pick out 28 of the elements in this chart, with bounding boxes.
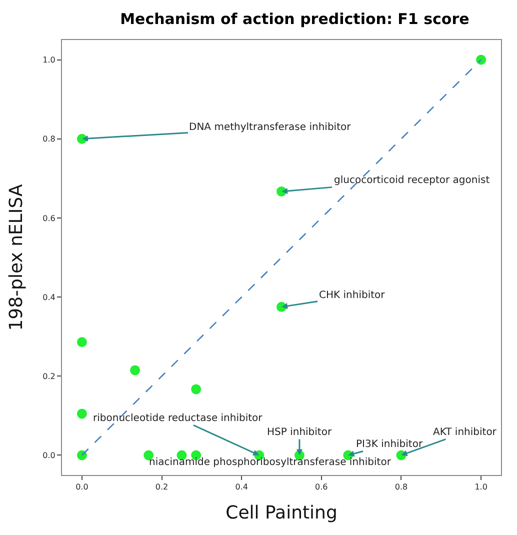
point xyxy=(130,365,140,376)
y-tick-label: 0.4 xyxy=(42,292,56,302)
point xyxy=(76,408,87,419)
point xyxy=(191,384,202,394)
y-tick-label: 0.8 xyxy=(42,134,56,144)
y-tick-label: 0.2 xyxy=(42,372,56,381)
point xyxy=(76,337,87,348)
x-tick-label: 0.4 xyxy=(235,482,248,492)
y-tick-label: 0.6 xyxy=(42,214,56,223)
x-tick-label: 0.0 xyxy=(76,482,88,492)
y-tick-label: 0.0 xyxy=(42,451,56,460)
annotation: glucocorticoid receptor agonist xyxy=(334,175,490,186)
x-tick-label: 0.2 xyxy=(155,482,168,492)
y-tick-label: 1.0 xyxy=(42,56,56,65)
annotation: HSP inhibitor xyxy=(267,427,332,438)
annotation: niacinamide phosphoribosyltransferase inhibitor xyxy=(149,457,392,468)
annotation: PI3K inhibitor xyxy=(356,439,424,450)
annotation: DNA methyltransferase inhibitor xyxy=(189,122,352,133)
x-tick-label: 1.0 xyxy=(474,482,488,492)
x-tick-label: 0.8 xyxy=(394,482,408,492)
x-axis-title: Cell Painting xyxy=(226,502,338,524)
x-tick-label: 0.6 xyxy=(315,482,328,492)
point xyxy=(476,54,486,65)
annotation: ribonucleotide reductase inhibitor xyxy=(93,413,264,424)
annotation: CHK inhibitor xyxy=(319,290,386,301)
chart-title: Mechanism of action prediction: F1 score xyxy=(120,10,470,28)
annotation: AKT inhibitor xyxy=(433,427,498,438)
y-axis-title: 198-plex nELISA xyxy=(6,184,27,331)
